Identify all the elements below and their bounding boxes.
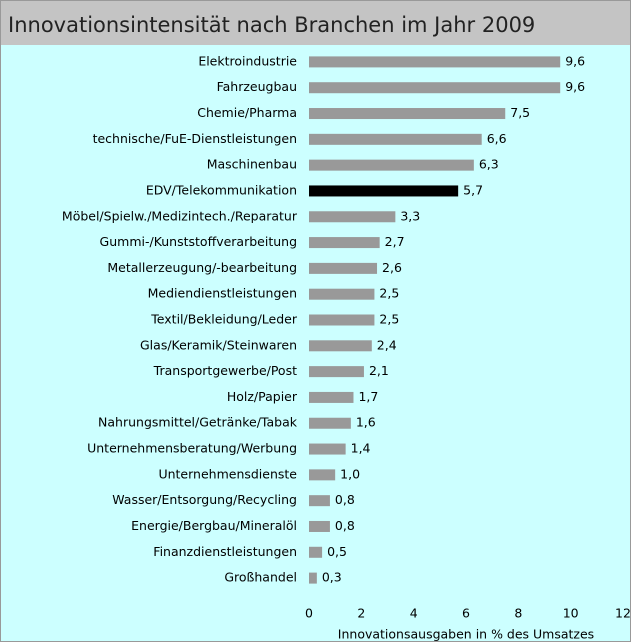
value-label: 0,3 bbox=[322, 570, 342, 585]
value-label: 0,8 bbox=[335, 518, 355, 533]
category-label: technische/FuE-Dienstleistungen bbox=[93, 131, 297, 146]
value-label: 1,6 bbox=[356, 415, 376, 430]
category-label: Transportgewerbe/Post bbox=[153, 363, 297, 378]
category-label: Maschinenbau bbox=[207, 157, 297, 172]
value-label: 0,8 bbox=[335, 492, 355, 507]
x-tick-label: 0 bbox=[305, 606, 313, 621]
category-label: Energie/Bergbau/Mineralöl bbox=[131, 518, 297, 533]
bar bbox=[309, 366, 364, 378]
bar bbox=[309, 211, 396, 223]
value-label: 6,3 bbox=[479, 157, 499, 172]
x-tick-label: 2 bbox=[357, 606, 365, 621]
category-label: Holz/Papier bbox=[227, 389, 298, 404]
bar bbox=[309, 469, 336, 481]
category-label: EDV/Telekommunikation bbox=[146, 182, 297, 197]
value-label: 2,5 bbox=[379, 312, 399, 327]
category-label: Chemie/Pharma bbox=[197, 105, 297, 120]
category-label: Gummi-/Kunststoffverarbeitung bbox=[100, 234, 297, 249]
category-label: Glas/Keramik/Steinwaren bbox=[140, 337, 297, 352]
value-label: 2,4 bbox=[377, 337, 397, 352]
value-label: 9,6 bbox=[565, 79, 585, 94]
value-label: 2,5 bbox=[379, 286, 399, 301]
x-tick-label: 4 bbox=[410, 606, 418, 621]
title-bar bbox=[0, 0, 631, 45]
category-label: Finanzdienstleistungen bbox=[153, 544, 297, 559]
category-label: Nahrungsmittel/Getränke/Tabak bbox=[98, 415, 298, 430]
category-label: Fahrzeugbau bbox=[217, 79, 297, 94]
bar bbox=[309, 262, 378, 274]
x-tick-label: 12 bbox=[615, 606, 631, 621]
value-label: 2,6 bbox=[382, 260, 402, 275]
category-label: Unternehmensberatung/Werbung bbox=[87, 441, 297, 456]
value-label: 1,4 bbox=[351, 441, 371, 456]
bar bbox=[309, 391, 354, 403]
category-label: Metallerzeugung/-bearbeitung bbox=[107, 260, 297, 275]
bar bbox=[309, 443, 346, 455]
bar bbox=[309, 82, 561, 94]
value-label: 1,0 bbox=[340, 466, 360, 481]
x-axis-label: Innovationsausgaben in % des Umsatzes bbox=[338, 627, 594, 642]
bar bbox=[309, 288, 375, 300]
bar bbox=[309, 237, 380, 249]
bar bbox=[309, 546, 323, 558]
category-label: Möbel/Spielw./Medizintech./Reparatur bbox=[62, 208, 298, 223]
x-tick-label: 10 bbox=[563, 606, 579, 621]
value-label: 3,3 bbox=[400, 208, 420, 223]
bar bbox=[309, 340, 372, 352]
bar bbox=[309, 572, 317, 584]
value-label: 2,7 bbox=[385, 234, 405, 249]
value-label: 6,6 bbox=[487, 131, 507, 146]
value-label: 1,7 bbox=[358, 389, 378, 404]
bar bbox=[309, 520, 330, 532]
value-label: 7,5 bbox=[510, 105, 530, 120]
bar bbox=[309, 56, 561, 68]
bar bbox=[309, 417, 351, 429]
category-label: Mediendienstleistungen bbox=[148, 286, 297, 301]
category-label: Elektroindustrie bbox=[198, 53, 297, 68]
bar bbox=[309, 185, 459, 197]
x-tick-label: 8 bbox=[514, 606, 522, 621]
bar bbox=[309, 314, 375, 326]
bar bbox=[309, 133, 482, 145]
x-tick-label: 6 bbox=[462, 606, 470, 621]
bar bbox=[309, 495, 330, 507]
value-label: 0,5 bbox=[327, 544, 347, 559]
value-label: 5,7 bbox=[463, 182, 483, 197]
category-label: Wasser/Entsorgung/Recycling bbox=[112, 492, 297, 507]
category-label: Textil/Bekleidung/Leder bbox=[150, 312, 298, 327]
chart-title: Innovationsintensität nach Branchen im J… bbox=[8, 13, 535, 37]
category-label: Großhandel bbox=[224, 570, 297, 585]
category-label: Unternehmensdienste bbox=[158, 466, 297, 481]
bar bbox=[309, 159, 474, 171]
value-label: 2,1 bbox=[369, 363, 389, 378]
value-label: 9,6 bbox=[565, 53, 585, 68]
bar bbox=[309, 108, 506, 120]
